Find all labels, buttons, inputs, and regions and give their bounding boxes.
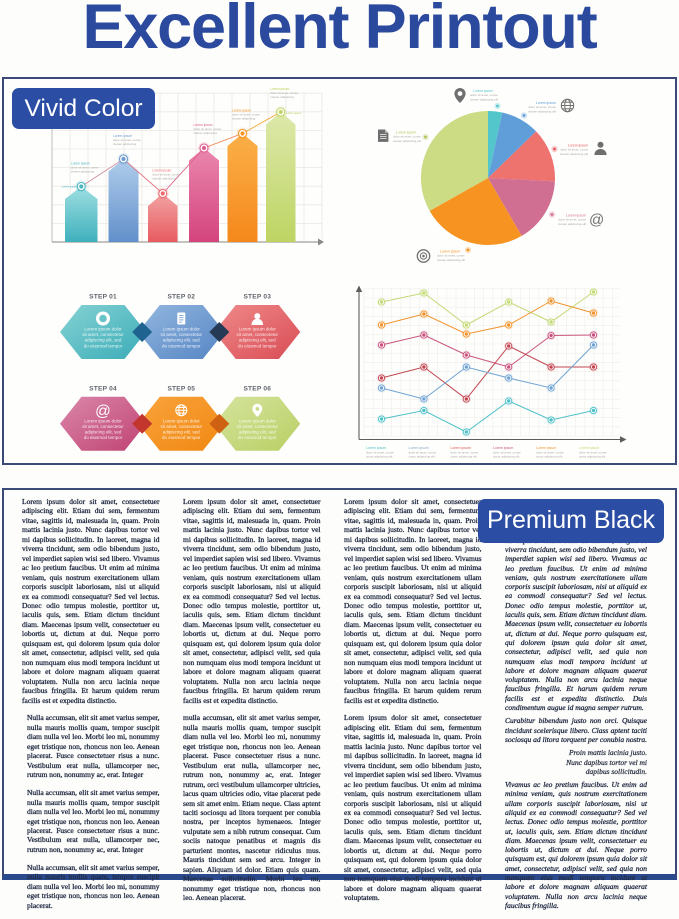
svg-text:STEP 04: STEP 04 <box>89 385 117 392</box>
svg-text:ctetuer adipiscing elit: ctetuer adipiscing elit <box>393 139 421 143</box>
svg-text:dolor sit amet, conse: dolor sit amet, conse <box>152 173 180 177</box>
svg-text:do eiusmod tempor: do eiusmod tempor <box>84 343 123 348</box>
svg-text:dolor sit amet, conse: dolor sit amet, conse <box>437 254 465 258</box>
svg-text:dolor sit amet, conse: dolor sit amet, conse <box>232 113 260 117</box>
svg-text:ctetuer adipiscing elit: ctetuer adipiscing elit <box>437 258 465 262</box>
svg-text:Lorem ipsum: Lorem ipsum <box>451 446 471 450</box>
svg-text:@: @ <box>95 403 111 420</box>
svg-text:ctetuer adipiscing: ctetuer adipiscing <box>113 142 137 146</box>
svg-text:ctetur adipiscing elit.: ctetur adipiscing elit. <box>366 455 393 459</box>
svg-text:adipiscing elit, sed: adipiscing elit, sed <box>85 338 122 343</box>
svg-text:STEP 02: STEP 02 <box>167 294 195 301</box>
svg-text:adipiscing elit, sed: adipiscing elit, sed <box>239 338 276 343</box>
svg-text:Lorem ipsum dolor: Lorem ipsum dolor <box>84 418 122 423</box>
svg-text:Lorem ipsum: Lorem ipsum <box>152 169 171 173</box>
svg-text:sit amet, consectetur: sit amet, consectetur <box>82 424 124 429</box>
svg-text:Lorem ipsum: Lorem ipsum <box>62 185 77 189</box>
svg-text:Lorem ipsum: Lorem ipsum <box>568 144 588 148</box>
svg-text:do eiusmod tempor: do eiusmod tempor <box>238 435 277 440</box>
svg-text:Lorem ipsum dolor: Lorem ipsum dolor <box>163 327 201 332</box>
svg-text:dolor sit amet, conse: dolor sit amet, conse <box>558 218 586 222</box>
svg-text:dolor sit amet, conse: dolor sit amet, conse <box>579 450 607 454</box>
svg-text:dolor sit amet, conse: dolor sit amet, conse <box>270 91 298 95</box>
svg-text:@: @ <box>589 212 604 229</box>
svg-text:Lorem ipsum: Lorem ipsum <box>440 250 460 254</box>
svg-text:STEP 06: STEP 06 <box>243 385 271 392</box>
svg-text:ctetuer adipiscing: ctetuer adipiscing <box>232 117 256 121</box>
svg-text:Lorem ipsum dolor: Lorem ipsum dolor <box>163 418 201 423</box>
svg-text:dolor sit amet, conse: dolor sit amet, conse <box>451 450 479 454</box>
svg-text:dolor sit amet, conse: dolor sit amet, conse <box>528 105 556 109</box>
svg-text:STEP 03: STEP 03 <box>243 294 271 301</box>
svg-text:Lorem ipsum: Lorem ipsum <box>473 89 493 93</box>
svg-text:Lorem ipsum: Lorem ipsum <box>113 134 132 138</box>
svg-text:Lorem ipsum: Lorem ipsum <box>286 111 301 115</box>
svg-text:Lorem ipsum: Lorem ipsum <box>270 87 289 91</box>
svg-text:adipiscing elit, sed: adipiscing elit, sed <box>85 430 122 435</box>
svg-text:adipiscing elit, sed: adipiscing elit, sed <box>163 430 200 435</box>
svg-text:Lorem ipsum: Lorem ipsum <box>194 123 213 127</box>
svg-text:ctetur adipiscing elit.: ctetur adipiscing elit. <box>579 455 606 459</box>
svg-text:ctetuer adipiscing: ctetuer adipiscing <box>71 170 95 174</box>
svg-text:sit amet, consectetur: sit amet, consectetur <box>82 332 124 337</box>
svg-text:sit amet, consectetur: sit amet, consectetur <box>237 332 279 337</box>
svg-text:do eiusmod tempor: do eiusmod tempor <box>238 343 277 348</box>
svg-text:dolor sit amet, conse: dolor sit amet, conse <box>560 148 588 152</box>
svg-text:Lorem ipsum: Lorem ipsum <box>536 446 556 450</box>
svg-text:do eiusmod tempor: do eiusmod tempor <box>162 343 201 348</box>
svg-text:ctetur adipiscing elit.: ctetur adipiscing elit. <box>409 455 436 459</box>
svg-text:Lorem ipsum dolor: Lorem ipsum dolor <box>84 327 122 332</box>
svg-text:ctetuer adipiscing: ctetuer adipiscing <box>194 131 218 135</box>
svg-text:Lorem ipsum: Lorem ipsum <box>536 101 556 105</box>
svg-text:ctetur adipiscing elit.: ctetur adipiscing elit. <box>536 455 563 459</box>
svg-text:dolor sit amet, conse: dolor sit amet, conse <box>393 135 421 139</box>
svg-text:dolor sit amet, conse: dolor sit amet, conse <box>536 450 564 454</box>
svg-text:do eiusmod tempor: do eiusmod tempor <box>84 435 123 440</box>
svg-text:dolor sit amet, conse: dolor sit amet, conse <box>71 166 99 170</box>
svg-text:do eiusmod tempor: do eiusmod tempor <box>162 435 201 440</box>
svg-text:dolor sit amet, conse: dolor sit amet, conse <box>409 450 437 454</box>
svg-text:Lorem ipsum: Lorem ipsum <box>71 162 90 166</box>
svg-text:sit amet, consectetur: sit amet, consectetur <box>161 424 203 429</box>
svg-text:Lorem ipsum dolor: Lorem ipsum dolor <box>239 418 277 423</box>
svg-text:sit amet, consectetur: sit amet, consectetur <box>237 424 279 429</box>
svg-text:ctetuer adipiscing elit: ctetuer adipiscing elit <box>528 109 556 113</box>
svg-text:ctetur adipiscing elit.: ctetur adipiscing elit. <box>493 455 520 459</box>
svg-text:Lorem ipsum: Lorem ipsum <box>366 446 386 450</box>
svg-text:sit amet, consectetur: sit amet, consectetur <box>161 332 203 337</box>
svg-text:ctetur adipiscing elit.: ctetur adipiscing elit. <box>451 455 478 459</box>
svg-text:Lorem ipsum: Lorem ipsum <box>396 131 416 135</box>
svg-text:STEP 05: STEP 05 <box>167 385 195 392</box>
svg-text:Lorem ipsum: Lorem ipsum <box>579 446 599 450</box>
svg-text:dolor sit amet, conse: dolor sit amet, conse <box>493 450 521 454</box>
svg-text:ctetuer adipiscing: ctetuer adipiscing <box>270 95 294 99</box>
svg-text:Lorem ipsum: Lorem ipsum <box>409 446 429 450</box>
svg-text:Lorem ipsum: Lorem ipsum <box>566 214 586 218</box>
svg-text:dolor sit amet, conse: dolor sit amet, conse <box>113 138 141 142</box>
svg-text:Lorem ipsum: Lorem ipsum <box>493 446 513 450</box>
svg-text:Lorem ipsum: Lorem ipsum <box>232 109 251 113</box>
svg-text:ctetuer adipiscing elit: ctetuer adipiscing elit <box>558 222 586 226</box>
svg-text:adipiscing elit, sed: adipiscing elit, sed <box>163 338 200 343</box>
svg-text:ctetuer adipiscing: ctetuer adipiscing <box>152 177 176 181</box>
svg-text:dolor sit amet, conse: dolor sit amet, conse <box>194 127 222 131</box>
svg-text:ctetuer adipiscing elit: ctetuer adipiscing elit <box>560 152 588 156</box>
svg-text:dolor sit amet, conse: dolor sit amet, conse <box>366 450 394 454</box>
svg-text:ctetuer adipiscing elit: ctetuer adipiscing elit <box>470 97 498 101</box>
svg-text:Lorem ipsum dolor: Lorem ipsum dolor <box>239 327 277 332</box>
svg-text:adipiscing elit, sed: adipiscing elit, sed <box>239 430 276 435</box>
svg-text:STEP 01: STEP 01 <box>89 294 117 301</box>
svg-text:dolor sit amet, conse: dolor sit amet, conse <box>470 93 498 97</box>
